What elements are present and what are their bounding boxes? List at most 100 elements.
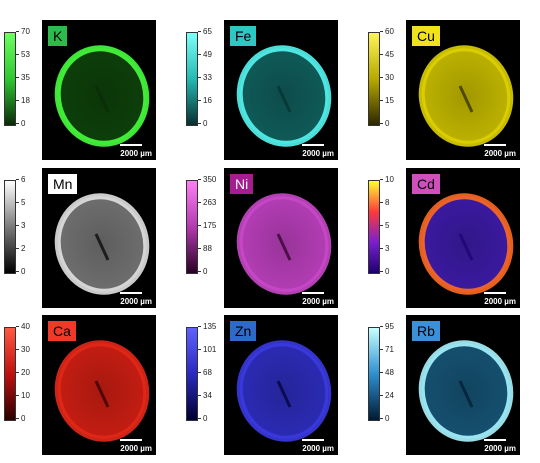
- colorbar-ticks: 135 101 68 34 0: [198, 323, 224, 423]
- colorbar-tick-label: 68: [198, 369, 212, 377]
- scale-bar-label: 2000 µm: [302, 444, 334, 453]
- element-label: Zn: [230, 321, 257, 341]
- colorbar: [186, 180, 198, 274]
- colorbar-tick-label: 0: [198, 415, 207, 423]
- element-map-image: Cu 2000 µm: [406, 20, 520, 160]
- colorbar-tick-label: 0: [16, 268, 25, 276]
- colorbar-ticks: 70 53 35 18 0: [16, 28, 42, 128]
- colorbar-tick-label: 49: [198, 51, 212, 59]
- sample-map: [418, 193, 514, 295]
- colorbar-tick-label: 0: [380, 268, 389, 276]
- colorbar-ticks: 10 8 5 3 0: [380, 176, 406, 276]
- colorbar-ticks: 65 49 33 16 0: [198, 28, 224, 128]
- element-map-image: K 2000 µm: [42, 20, 156, 160]
- element-label: Rb: [412, 321, 440, 341]
- colorbar-tick-label: 0: [198, 268, 207, 276]
- colorbar-tick-label: 88: [198, 245, 212, 253]
- scale-bar-label: 2000 µm: [120, 149, 152, 158]
- scale-bar-label: 2000 µm: [302, 149, 334, 158]
- element-panel-ca: 40 30 20 10 0 Ca 2000 µm: [0, 315, 178, 455]
- sample-map: [54, 193, 150, 295]
- colorbar-ticks: 350 263 175 88 0: [198, 176, 224, 276]
- colorbar-tick-label: 175: [198, 222, 216, 230]
- colorbar-tick-label: 95: [380, 323, 394, 331]
- sample-crack: [458, 85, 474, 113]
- scale-bar: [120, 439, 142, 441]
- scale-bar: [302, 292, 324, 294]
- colorbar-tick-label: 135: [198, 323, 216, 331]
- colorbar-tick-label: 3: [380, 245, 389, 253]
- colorbar-tick-label: 71: [380, 346, 394, 354]
- colorbar-tick-label: 24: [380, 392, 394, 400]
- colorbar-tick-label: 33: [198, 74, 212, 82]
- colorbar-tick-label: 0: [198, 120, 207, 128]
- colorbar-tick-label: 8: [380, 199, 389, 207]
- sample-crack: [94, 380, 110, 408]
- scale-bar: [120, 144, 142, 146]
- scale-bar-label: 2000 µm: [302, 297, 334, 306]
- sample-crack: [276, 85, 292, 113]
- sample-rim: [54, 193, 150, 295]
- sample-map: [236, 45, 332, 147]
- element-label: Ca: [48, 321, 76, 341]
- sample-map: [54, 45, 150, 147]
- element-label: K: [48, 26, 68, 46]
- element-panel-cu: 60 45 30 15 0 Cu 2000 µm: [364, 20, 540, 160]
- colorbar-tick-label: 5: [16, 199, 25, 207]
- scale-bar-label: 2000 µm: [120, 444, 152, 453]
- scale-bar: [302, 439, 324, 441]
- scale-bar-label: 2000 µm: [120, 297, 152, 306]
- element-map-image: Cd 2000 µm: [406, 168, 520, 308]
- colorbar-tick-label: 45: [380, 51, 394, 59]
- element-map-image: Ca 2000 µm: [42, 315, 156, 455]
- colorbar-tick-label: 6: [16, 176, 25, 184]
- element-map-image: Fe 2000 µm: [224, 20, 338, 160]
- scale-bar: [302, 144, 324, 146]
- colorbar-tick-label: 5: [380, 222, 389, 230]
- element-label: Cd: [412, 174, 440, 194]
- element-label: Mn: [48, 174, 78, 194]
- element-panel-cd: 10 8 5 3 0 Cd 2000 µm: [364, 168, 540, 308]
- element-label: Ni: [230, 174, 254, 194]
- sample-rim: [418, 45, 514, 147]
- colorbar-tick-label: 350: [198, 176, 216, 184]
- colorbar-ticks: 95 71 48 24 0: [380, 323, 406, 423]
- sample-rim: [236, 340, 332, 442]
- sample-crack: [94, 233, 110, 261]
- element-label: Cu: [412, 26, 440, 46]
- sample-rim: [54, 45, 150, 147]
- element-map-image: Zn 2000 µm: [224, 315, 338, 455]
- scale-bar: [120, 292, 142, 294]
- sample-rim: [418, 193, 514, 295]
- colorbar-tick-label: 0: [16, 120, 25, 128]
- colorbar-ticks: 60 45 30 15 0: [380, 28, 406, 128]
- scale-bar-label: 2000 µm: [484, 297, 516, 306]
- colorbar-tick-label: 0: [380, 415, 389, 423]
- colorbar-tick-label: 20: [16, 369, 30, 377]
- sample-crack: [458, 233, 474, 261]
- colorbar: [368, 180, 380, 274]
- sample-rim: [418, 340, 514, 442]
- sample-crack: [276, 233, 292, 261]
- colorbar-tick-label: 40: [16, 323, 30, 331]
- sample-rim: [236, 45, 332, 147]
- colorbar-tick-label: 30: [16, 346, 30, 354]
- scale-bar: [484, 439, 506, 441]
- element-map-image: Mn 2000 µm: [42, 168, 156, 308]
- colorbar-tick-label: 65: [198, 28, 212, 36]
- colorbar: [4, 327, 16, 421]
- colorbar-tick-label: 18: [16, 97, 30, 105]
- colorbar-tick-label: 263: [198, 199, 216, 207]
- colorbar-tick-label: 101: [198, 346, 216, 354]
- scale-bar-label: 2000 µm: [484, 444, 516, 453]
- colorbar-tick-label: 30: [380, 74, 394, 82]
- colorbar-tick-label: 35: [16, 74, 30, 82]
- sample-map: [54, 340, 150, 442]
- colorbar-ticks: 6 5 3 2 0: [16, 176, 42, 276]
- scale-bar: [484, 144, 506, 146]
- colorbar-tick-label: 53: [16, 51, 30, 59]
- element-panel-ni: 350 263 175 88 0 Ni 2000 µm: [182, 168, 360, 308]
- colorbar-tick-label: 2: [16, 245, 25, 253]
- scale-bar: [484, 292, 506, 294]
- colorbar: [4, 32, 16, 126]
